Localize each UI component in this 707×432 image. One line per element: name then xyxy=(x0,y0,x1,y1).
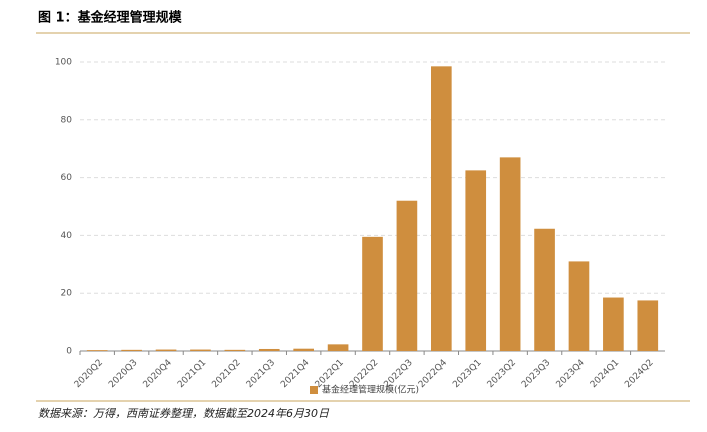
x-tick-label: 2023Q3 xyxy=(520,358,552,390)
x-tick-label: 2020Q2 xyxy=(73,358,105,390)
legend-swatch xyxy=(310,386,318,394)
bar xyxy=(293,348,314,351)
bar xyxy=(465,170,487,351)
bar xyxy=(396,200,418,351)
x-tick-label: 2020Q3 xyxy=(107,358,139,390)
bar xyxy=(190,349,211,351)
x-tick-label: 2023Q4 xyxy=(555,358,588,391)
x-tick-label: 2020Q4 xyxy=(142,358,175,391)
bar xyxy=(431,66,452,352)
y-tick-label: 0 xyxy=(66,347,72,357)
chart-title: 图 1：基金经理管理规模 xyxy=(38,10,183,26)
x-tick-label: 2024Q2 xyxy=(623,358,655,390)
source-note: 数据来源：万得，西南证券整理，数据截至2024年6月30日 xyxy=(38,407,330,420)
x-tick-label: 2021Q2 xyxy=(210,358,242,390)
bar xyxy=(603,297,624,351)
x-tick-label: 2023Q2 xyxy=(486,358,518,390)
x-tick-label: 2021Q1 xyxy=(176,358,208,390)
x-tick-label: 2021Q4 xyxy=(279,358,312,391)
x-tick-label: 2024Q1 xyxy=(589,358,621,390)
bar xyxy=(155,349,177,351)
bar xyxy=(121,349,142,351)
bar xyxy=(86,350,108,351)
y-tick-label: 100 xyxy=(55,58,72,68)
y-tick-label: 40 xyxy=(61,231,73,241)
bar xyxy=(362,236,383,351)
bar xyxy=(499,157,521,351)
y-tick-label: 20 xyxy=(61,289,73,299)
bar xyxy=(568,261,590,351)
y-tick-label: 60 xyxy=(61,173,73,183)
bar xyxy=(637,300,659,351)
x-tick-label: 2023Q1 xyxy=(451,358,483,390)
x-tick-label: 2021Q3 xyxy=(245,358,277,390)
y-tick-label: 80 xyxy=(61,115,73,125)
bar xyxy=(258,348,280,351)
x-tick-label: 2022Q4 xyxy=(417,358,450,391)
bar xyxy=(534,228,555,351)
legend-label: 基金经理管理规模(亿元) xyxy=(322,384,419,396)
bar xyxy=(327,344,349,351)
bar xyxy=(224,349,246,351)
